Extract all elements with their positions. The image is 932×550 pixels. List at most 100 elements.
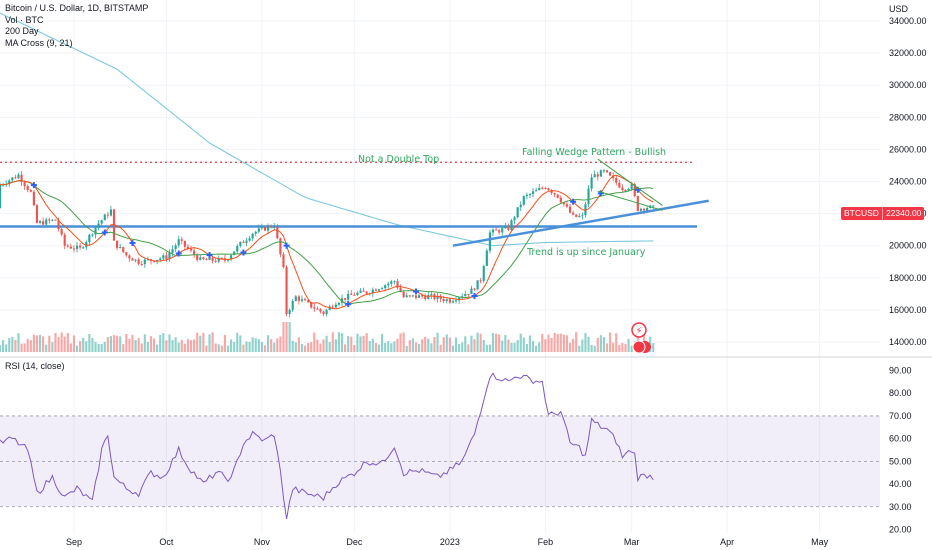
- candle-body: [297, 296, 300, 301]
- horizontal-levels: [0, 161, 697, 228]
- candle-body: [467, 293, 470, 295]
- price-tag-symbol: BTCUSD: [841, 207, 883, 220]
- candle-body: [430, 294, 433, 296]
- volume-bar: [288, 322, 291, 352]
- candle-body: [399, 287, 402, 292]
- volume-bar: [535, 345, 538, 352]
- candle-body: [285, 267, 288, 315]
- candle-body: [340, 298, 344, 303]
- candle-body: [242, 241, 245, 243]
- candle-body: [189, 248, 193, 251]
- volume-bar: [125, 334, 128, 352]
- candle-body: [103, 214, 106, 221]
- volume-bar: [88, 333, 91, 352]
- candle-body: [82, 247, 85, 249]
- legend-ma-cross[interactable]: MA Cross (9, 21): [5, 37, 73, 48]
- volume-bar: [8, 337, 11, 352]
- volume-bar: [260, 342, 263, 352]
- volume-bar: [519, 333, 522, 352]
- volume-bar: [572, 338, 575, 352]
- trendlines: [452, 158, 709, 247]
- candlesticks: [0, 169, 655, 318]
- volume-bar: [371, 338, 374, 352]
- price-tick-label: 30000.00: [889, 80, 927, 90]
- candle-body: [568, 206, 572, 213]
- price-axis[interactable]: USD 14000.0016000.0018000.0020000.002200…: [889, 4, 927, 347]
- candle-body: [300, 299, 304, 301]
- volume-bar: [171, 340, 174, 352]
- candle-body: [436, 295, 439, 299]
- volume-bar: [14, 339, 17, 352]
- candle-body: [51, 219, 54, 221]
- candle-body: [421, 295, 424, 297]
- volume-bar: [495, 333, 498, 352]
- dividend-icon[interactable]: [632, 340, 651, 354]
- candle-body: [288, 309, 291, 315]
- candle-body: [596, 174, 599, 177]
- legend-symbol-title[interactable]: Bitcoin / U.S. Dollar, 1D, BITSTAMP: [5, 3, 149, 13]
- candle-body: [159, 258, 162, 260]
- volume-bar: [590, 344, 593, 352]
- candle-body: [97, 223, 100, 228]
- volume-bar: [433, 336, 436, 352]
- candle-body: [575, 214, 578, 217]
- candle-body: [365, 291, 368, 294]
- lightning-icon[interactable]: ⚡: [631, 322, 647, 338]
- volume-bar: [291, 340, 294, 352]
- volume-bar: [556, 334, 559, 352]
- candle-body: [464, 293, 467, 297]
- candle-body: [344, 298, 347, 300]
- volume-bar: [211, 332, 214, 352]
- legend-ma200[interactable]: 200 Day: [5, 26, 39, 36]
- candle-body: [270, 225, 273, 228]
- candle-body: [168, 252, 171, 260]
- candle-body: [559, 197, 562, 203]
- volume-bar: [476, 332, 479, 352]
- annotation-double-top: Not a Double Top: [358, 154, 439, 165]
- volume-bar: [230, 339, 233, 352]
- candle-body: [528, 194, 532, 196]
- candle-body: [593, 174, 596, 178]
- volume-bar: [350, 336, 353, 352]
- candle-body: [183, 240, 186, 247]
- volume-bar: [51, 342, 54, 352]
- volume-bar: [630, 345, 633, 352]
- candle-body: [531, 191, 535, 195]
- volume-bar: [143, 334, 146, 352]
- volume-bar: [152, 338, 156, 352]
- volume-bar: [199, 335, 202, 352]
- volume-bar: [307, 343, 310, 352]
- volume-bar: [501, 340, 504, 352]
- candle-body: [257, 228, 260, 232]
- candle-body: [260, 226, 263, 229]
- volume-bar: [196, 332, 199, 352]
- candle-body: [609, 172, 612, 176]
- volume-bar: [245, 341, 248, 352]
- volume-bar: [20, 343, 23, 352]
- volume-bar: [445, 334, 448, 352]
- volume-bar: [186, 339, 190, 352]
- candle-body: [254, 231, 257, 234]
- candle-body: [652, 205, 655, 207]
- volume-bar: [214, 343, 217, 352]
- annotations: Not a Double Top Falling Wedge Pattern -…: [358, 147, 666, 258]
- volume-bar: [507, 339, 510, 352]
- legend-volume[interactable]: Vol · BTC: [5, 14, 44, 25]
- candle-body: [371, 289, 374, 294]
- candle-body: [417, 295, 421, 298]
- volume-bar: [66, 332, 69, 352]
- candle-body: [587, 188, 590, 205]
- volume-bar: [377, 344, 381, 352]
- volume-bar: [399, 333, 402, 352]
- rsi-legend[interactable]: RSI (14, close): [5, 361, 65, 371]
- candle-body: [319, 308, 322, 312]
- candle-body: [291, 301, 294, 310]
- candle-body: [248, 238, 251, 241]
- ma200-path: [0, 12, 654, 247]
- volume-bar: [605, 343, 609, 352]
- candle-body: [88, 234, 91, 242]
- volume-bar: [131, 334, 134, 352]
- volume-bar: [103, 341, 106, 352]
- candle-body: [205, 259, 208, 261]
